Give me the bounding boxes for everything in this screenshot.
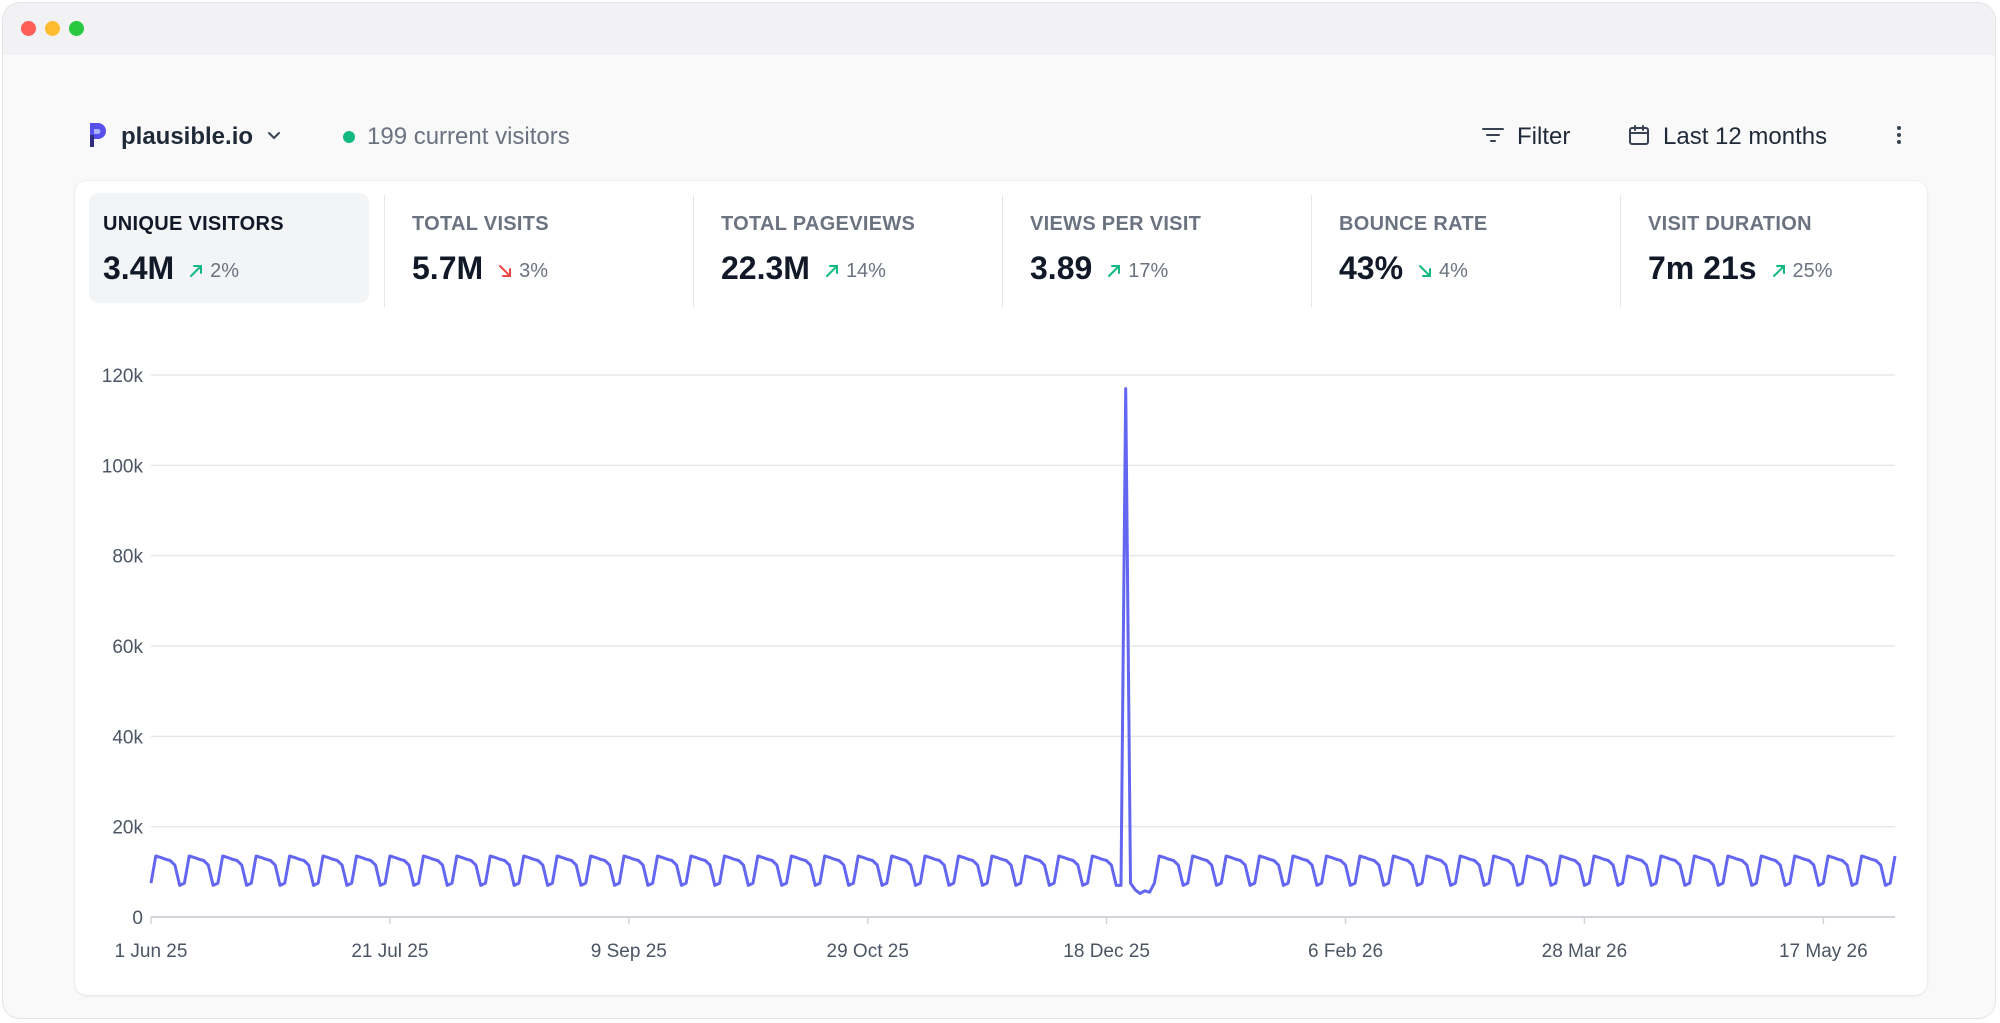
- y-tick-label: 60k: [112, 637, 143, 658]
- metric-value: 3.89: [1030, 250, 1093, 286]
- x-tick-label: 1 Jun 25: [115, 941, 188, 962]
- metric-label: TOTAL PAGEVIEWS: [721, 213, 916, 235]
- metric-label: TOTAL VISITS: [412, 213, 549, 235]
- metric-value: 5.7M: [412, 250, 484, 286]
- metric-change: 2%: [188, 260, 239, 283]
- metric-change-percent: 4%: [1439, 259, 1468, 282]
- metric-label: UNIQUE VISITORS: [103, 213, 284, 235]
- close-window-button[interactable]: [21, 21, 36, 36]
- dashboard-header: plausible.io 199 current visitors Filter: [3, 55, 1995, 205]
- metric-value: 7m 21s: [1648, 250, 1757, 286]
- x-tick-label: 29 Oct 25: [827, 941, 909, 962]
- site-switcher[interactable]: plausible.io: [87, 117, 281, 157]
- metric-total-pageviews[interactable]: TOTAL PAGEVIEWS 22.3M 14%: [707, 193, 987, 303]
- period-label: Last 12 months: [1663, 123, 1828, 150]
- period-picker[interactable]: Last 12 months: [1627, 117, 1827, 157]
- metric-value-row: 5.7M 3%: [412, 250, 678, 287]
- x-tick-label: 18 Dec 25: [1063, 941, 1150, 962]
- metric-change-percent: 17%: [1128, 259, 1169, 282]
- vertical-dots-icon: [1896, 125, 1902, 150]
- metric-divider: [1620, 195, 1621, 307]
- y-tick-label: 120k: [102, 366, 144, 387]
- metric-unique-visitors[interactable]: UNIQUE VISITORS 3.4M 2%: [89, 193, 369, 303]
- metric-value: 3.4M: [103, 250, 175, 286]
- visitors-chart: 0 20k 40k 60k 80k 100k 120k 1 Jun 25 21 Jul 25 9 …: [75, 331, 1927, 995]
- metric-label: VISIT DURATION: [1648, 213, 1812, 235]
- title-bar: [3, 3, 1995, 55]
- more-options-button[interactable]: [1883, 117, 1915, 157]
- live-status-dot: [343, 131, 355, 143]
- metric-value-row: 22.3M 14%: [721, 250, 987, 287]
- metric-change: 3%: [497, 260, 548, 283]
- metric-bounce-rate[interactable]: BOUNCE RATE 43% 4%: [1325, 193, 1605, 303]
- metric-change-percent: 14%: [845, 259, 886, 282]
- visitors-chart-svg: 0 20k 40k 60k 80k 100k 120k 1 Jun 25 21 Jul 25 9 …: [102, 366, 1897, 962]
- current-visitors[interactable]: 199 current visitors: [343, 117, 570, 157]
- plausible-logo-icon: [87, 121, 109, 154]
- calendar-icon: [1627, 123, 1651, 152]
- arrow-down-right-icon: [1419, 265, 1432, 277]
- stats-card: UNIQUE VISITORS 3.4M 2% TOTAL VISITS 5.7M 3% T…: [75, 181, 1927, 995]
- site-name: plausible.io: [121, 123, 254, 150]
- metric-value-row: 7m 21s 25%: [1648, 250, 1914, 287]
- metric-value-row: 3.4M 2%: [103, 250, 369, 287]
- y-tick-label: 20k: [112, 818, 143, 839]
- series-line-unique-visitors: [149, 387, 1897, 895]
- metric-total-visits[interactable]: TOTAL VISITS 5.7M 3%: [398, 193, 678, 303]
- metric-change-percent: 2%: [210, 259, 240, 282]
- filter-button[interactable]: Filter: [1481, 117, 1570, 157]
- x-tick-label: 6 Feb 26: [1308, 941, 1383, 962]
- metric-change-percent: 25%: [1792, 259, 1833, 282]
- metric-change: 17%: [1106, 260, 1168, 283]
- metric-label: VIEWS PER VISIT: [1030, 213, 1202, 235]
- filter-label: Filter: [1517, 123, 1571, 150]
- x-tick-label: 17 May 26: [1779, 941, 1868, 962]
- metric-change: 14%: [824, 260, 886, 283]
- x-tick-label: 21 Jul 25: [351, 941, 428, 962]
- arrow-up-right-icon: [1772, 265, 1785, 277]
- metric-value-row: 3.89 17%: [1030, 250, 1296, 287]
- metric-value-row: 43% 4%: [1339, 250, 1605, 287]
- x-tick-label: 9 Sep 25: [591, 941, 667, 962]
- y-tick-label: 40k: [112, 727, 143, 748]
- chevron-down-icon: [267, 128, 281, 146]
- current-visitors-text: 199 current visitors: [367, 123, 570, 150]
- metric-divider: [1311, 195, 1312, 307]
- metric-change: 25%: [1771, 260, 1833, 283]
- arrow-up-right-icon: [190, 265, 203, 277]
- metric-divider: [1002, 195, 1003, 307]
- metric-views-per-visit[interactable]: VIEWS PER VISIT 3.89 17%: [1016, 193, 1296, 303]
- y-tick-label: 100k: [102, 456, 144, 477]
- x-tick-label: 28 Mar 26: [1542, 941, 1628, 962]
- arrow-up-right-icon: [825, 265, 838, 277]
- metric-label: BOUNCE RATE: [1339, 213, 1488, 235]
- zoom-window-button[interactable]: [69, 21, 84, 36]
- y-tick-label: 0: [132, 908, 143, 929]
- metric-value: 43%: [1339, 250, 1404, 286]
- arrow-down-right-icon: [499, 265, 512, 277]
- metric-visit-duration[interactable]: VISIT DURATION 7m 21s 25%: [1634, 193, 1914, 303]
- metric-change-percent: 3%: [519, 259, 549, 282]
- metric-value: 22.3M: [721, 250, 810, 286]
- metric-divider: [693, 195, 694, 307]
- metric-divider: [384, 195, 385, 307]
- filter-lines-icon: [1481, 125, 1505, 150]
- arrow-up-right-icon: [1108, 265, 1121, 277]
- minimize-window-button[interactable]: [45, 21, 60, 36]
- metric-change: 4%: [1417, 260, 1468, 283]
- y-tick-label: 80k: [112, 547, 143, 568]
